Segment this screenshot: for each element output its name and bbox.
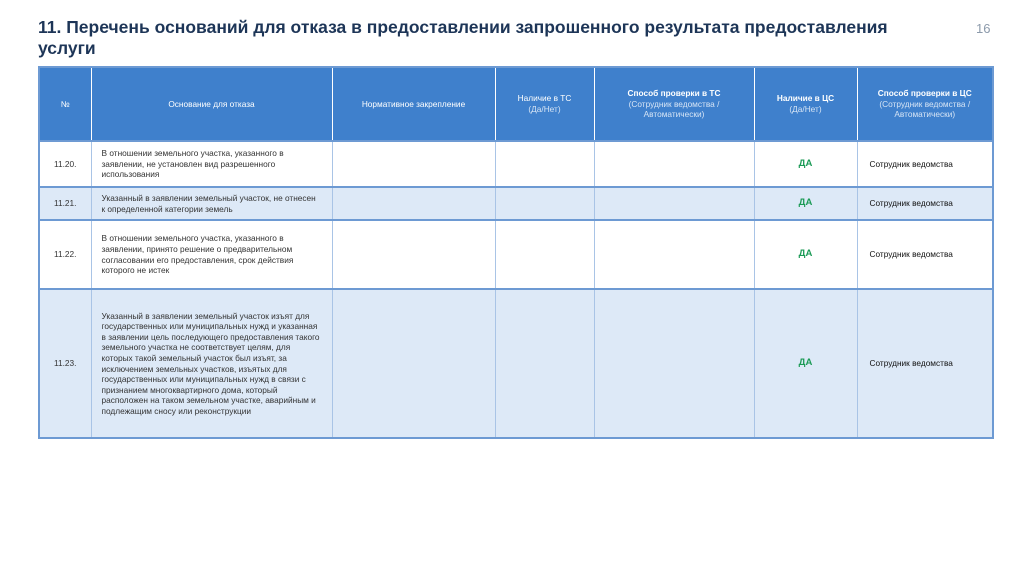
row-number: 11.21. — [38, 186, 92, 221]
table-row: 11.21. Указанный в заявлении земельный у… — [38, 186, 994, 221]
row-ts-method — [593, 288, 755, 439]
row-ts — [494, 186, 595, 221]
table-row: 11.23. Указанный в заявлении земельный у… — [38, 288, 994, 439]
header-cs-presence: Наличие в ЦС (Да/Нет) — [753, 67, 858, 141]
row-norm — [331, 186, 496, 221]
row-ts-method — [593, 140, 755, 188]
row-norm — [331, 288, 496, 439]
row-number: 11.20. — [38, 140, 92, 188]
row-cs-method: Сотрудник ведомства — [856, 219, 994, 290]
row-number: 11.23. — [38, 288, 92, 439]
row-reason: В отношении земельного участка, указанно… — [90, 140, 333, 188]
row-ts — [494, 219, 595, 290]
refusal-grounds-table: № Основание для отказа Нормативное закре… — [38, 66, 994, 439]
row-reason: Указанный в заявлении земельный участок … — [90, 288, 333, 439]
table-row: 11.20. В отношении земельного участка, у… — [38, 140, 994, 188]
header-cs-method: Способ проверки в ЦС (Сотрудник ведомства… — [856, 67, 994, 141]
table-row: 11.22. В отношении земельного участка, у… — [38, 219, 994, 290]
row-cs-method: Сотрудник ведомства — [856, 186, 994, 221]
header-norm: Нормативное закрепление — [331, 67, 496, 141]
header-reason: Основание для отказа — [90, 67, 333, 141]
table-header-row: № Основание для отказа Нормативное закре… — [38, 67, 994, 141]
row-ts — [494, 288, 595, 439]
row-number: 11.22. — [38, 219, 92, 290]
header-ts-presence: Наличие в ТС (Да/Нет) — [494, 67, 595, 141]
row-ts-method — [593, 186, 755, 221]
row-cs-method: Сотрудник ведомства — [856, 140, 994, 188]
row-norm — [331, 140, 496, 188]
row-ts-method — [593, 219, 755, 290]
row-cs: ДА — [753, 219, 858, 290]
row-cs-method: Сотрудник ведомства — [856, 288, 994, 439]
header-number: № — [38, 67, 92, 141]
row-cs: ДА — [753, 186, 858, 221]
row-norm — [331, 219, 496, 290]
row-cs: ДА — [753, 140, 858, 188]
page-number: 16 — [976, 21, 991, 36]
row-reason: Указанный в заявлении земельный участок,… — [90, 186, 333, 221]
header-ts-method: Способ проверки в ТС (Сотрудник ведомства… — [593, 67, 755, 141]
row-ts — [494, 140, 595, 188]
slide-title: 11. Перечень оснований для отказа в пред… — [38, 17, 888, 58]
row-reason: В отношении земельного участка, указанно… — [90, 219, 333, 290]
row-cs: ДА — [753, 288, 858, 439]
